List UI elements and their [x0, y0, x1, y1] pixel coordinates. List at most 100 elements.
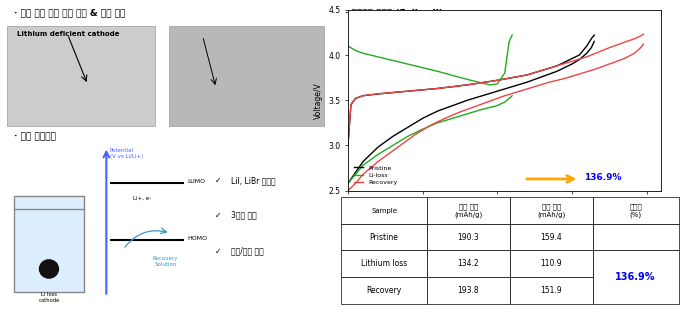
Text: Recovery: Recovery	[367, 286, 402, 295]
Text: 충전 용량
(mAh/g): 충전 용량 (mAh/g)	[454, 203, 482, 217]
Text: · 리튬 소모 셀의 양극 분리 & 복원 공정: · 리튬 소모 셀의 양극 분리 & 복원 공정	[14, 8, 125, 17]
Line: Pristine: Pristine	[348, 35, 594, 145]
Text: 134.2: 134.2	[457, 259, 480, 268]
Text: · 전기화학 테스트 (Full cell): · 전기화학 테스트 (Full cell)	[344, 8, 442, 17]
Bar	[510, 277, 593, 304]
Text: Pristine: Pristine	[370, 233, 398, 242]
Text: Lithium deficient cathode: Lithium deficient cathode	[17, 31, 119, 37]
Li-loss	[404, 62, 412, 66]
Li-loss	[500, 71, 508, 75]
Bar	[341, 277, 427, 304]
Recovery	[605, 46, 613, 50]
Li-loss	[433, 69, 442, 73]
Text: 상온/상압 공정: 상온/상압 공정	[232, 246, 264, 256]
Text: ✓: ✓	[214, 176, 220, 185]
Recovery	[523, 73, 531, 77]
Li-loss	[508, 33, 516, 37]
Bar	[14, 196, 84, 292]
Text: ✓: ✓	[214, 246, 220, 256]
Pristine	[359, 94, 367, 98]
Recovery	[373, 92, 382, 96]
Pristine	[590, 33, 598, 37]
Bar	[593, 224, 679, 250]
Bar	[510, 224, 593, 250]
Text: 복원율
(%): 복원율 (%)	[629, 203, 642, 217]
Line: Li-loss: Li-loss	[348, 35, 512, 85]
Text: ✓: ✓	[214, 211, 220, 220]
Bar	[341, 250, 427, 277]
Li-loss	[344, 44, 352, 48]
Recovery	[404, 89, 412, 93]
Text: Li loss
cathode: Li loss cathode	[39, 292, 60, 303]
Li-loss	[486, 83, 494, 87]
Pristine	[344, 143, 352, 147]
Bar	[593, 250, 679, 304]
Recovery	[583, 55, 591, 59]
Bar	[510, 197, 593, 224]
Recovery	[630, 37, 639, 41]
Li-loss	[373, 55, 382, 59]
Recovery	[347, 103, 355, 107]
Text: HOMO: HOMO	[187, 236, 207, 241]
Bar	[510, 250, 593, 277]
Circle shape	[39, 260, 59, 278]
Recovery	[463, 83, 471, 87]
Text: 159.4: 159.4	[540, 233, 562, 242]
Recovery	[433, 86, 442, 90]
Text: 151.9: 151.9	[540, 286, 562, 295]
Pristine	[351, 96, 360, 100]
Recovery	[359, 94, 367, 98]
Recovery	[344, 143, 352, 147]
Li-loss	[463, 78, 471, 82]
Text: · 복원 메커니즘: · 복원 메커니즘	[14, 132, 55, 141]
Pristine	[347, 103, 355, 107]
Bar	[593, 197, 679, 224]
Pristine	[463, 83, 471, 87]
Recovery	[637, 34, 645, 38]
Pristine	[523, 73, 531, 77]
Recovery	[553, 64, 561, 68]
Recovery	[620, 40, 628, 44]
Y-axis label: Voltage/V: Voltage/V	[313, 82, 322, 119]
Recovery	[351, 96, 360, 100]
Text: Sample: Sample	[371, 208, 397, 214]
Pristine	[433, 86, 442, 90]
Pristine	[493, 78, 502, 82]
Text: 190.3: 190.3	[457, 233, 480, 242]
Recovery	[493, 78, 502, 82]
Pristine	[575, 53, 584, 57]
Li-loss	[351, 49, 360, 52]
Bar	[427, 224, 510, 250]
Bar	[7, 26, 155, 126]
Text: 136.9%: 136.9%	[615, 272, 656, 282]
Text: LUMO: LUMO	[187, 179, 205, 184]
Text: Potential
(V vs Li/Li+): Potential (V vs Li/Li+)	[110, 148, 143, 159]
Recovery	[639, 32, 648, 36]
Li-loss	[493, 82, 502, 86]
Text: Lithium loss: Lithium loss	[361, 259, 407, 268]
Text: Recovery
Solution: Recovery Solution	[153, 256, 178, 267]
Pristine	[373, 92, 382, 96]
Text: 110.9: 110.9	[540, 259, 562, 268]
Text: 방전 용량
(mAh/g): 방전 용량 (mAh/g)	[537, 203, 566, 217]
Pristine	[404, 89, 412, 93]
Bar	[169, 26, 324, 126]
Li-loss	[359, 51, 367, 55]
Bar	[427, 197, 510, 224]
Legend: Pristine, Li-loss, Recovery: Pristine, Li-loss, Recovery	[351, 163, 400, 187]
Bar	[341, 224, 427, 250]
Bar	[427, 277, 510, 304]
Pristine	[553, 64, 561, 68]
Pristine	[583, 44, 591, 48]
X-axis label: Capacity(mAh/g): Capacity(mAh/g)	[473, 213, 537, 222]
Bar	[341, 197, 427, 224]
Bar	[427, 250, 510, 277]
Line: Recovery: Recovery	[348, 34, 644, 145]
Text: LiI, LiBr 혼합액: LiI, LiBr 혼합액	[232, 176, 276, 185]
Text: 193.8: 193.8	[457, 286, 480, 295]
Text: 3시간 반응: 3시간 반응	[232, 211, 257, 220]
Text: Li+, e-: Li+, e-	[134, 196, 152, 200]
Pristine	[587, 37, 595, 41]
Text: 136.9%: 136.9%	[584, 173, 621, 182]
Li-loss	[505, 39, 513, 43]
